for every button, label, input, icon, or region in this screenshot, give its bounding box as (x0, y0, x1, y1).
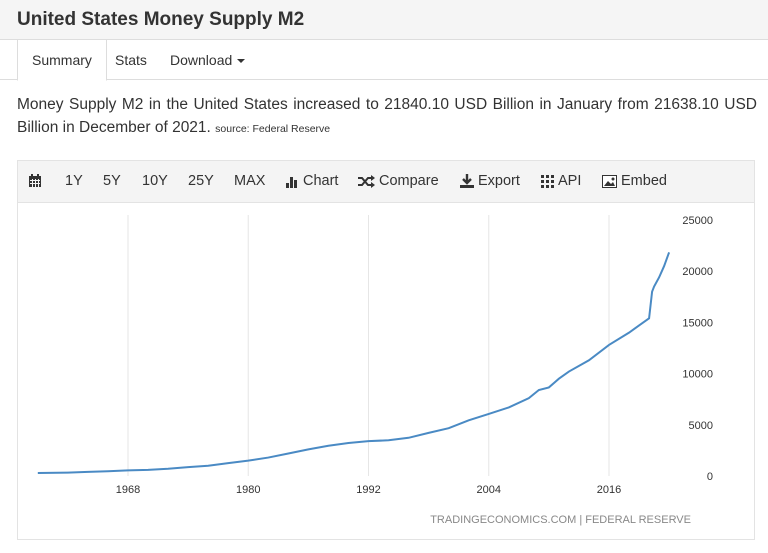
download-icon (460, 174, 474, 188)
embed-button[interactable]: Embed (602, 173, 667, 189)
chart-button-label: Chart (303, 173, 339, 189)
y-tick-label: 0 (707, 471, 713, 483)
summary-text: Money Supply M2 in the United States inc… (17, 93, 757, 141)
range-25y-button[interactable]: 25Y (188, 173, 214, 189)
compare-button[interactable]: Compare (358, 173, 439, 189)
chart-panel: 1Y 5Y 10Y 25Y MAX Chart Compare Export A… (17, 160, 755, 540)
tab-stats[interactable]: Stats (115, 52, 147, 68)
tab-summary[interactable]: Summary (17, 40, 107, 81)
compare-button-label: Compare (379, 173, 439, 189)
chart-credit: TRADINGECONOMICS.COM | FEDERAL RESERVE (430, 514, 691, 526)
page-header: United States Money Supply M2 (0, 0, 768, 40)
x-tick-label: 1980 (236, 484, 260, 496)
page-title: United States Money Supply M2 (17, 9, 305, 30)
x-tick-label: 1992 (356, 484, 380, 496)
y-tick-label: 5000 (689, 420, 713, 432)
export-button[interactable]: Export (460, 173, 520, 189)
y-tick-label: 15000 (682, 317, 713, 329)
chart-toolbar: 1Y 5Y 10Y 25Y MAX Chart Compare Export A… (18, 161, 754, 203)
series-line (37, 251, 671, 475)
x-tick-label: 2004 (477, 484, 501, 496)
range-1y-button[interactable]: 1Y (65, 173, 83, 189)
image-icon (602, 174, 617, 188)
y-tick-label: 10000 (682, 369, 713, 381)
x-tick-label: 1968 (116, 484, 140, 496)
embed-button-label: Embed (621, 173, 667, 189)
shuffle-icon (358, 174, 375, 188)
grid-icon (541, 174, 554, 188)
tab-bar: Summary Stats Download (0, 40, 768, 81)
line-chart: 1968 1980 1992 2004 2016 0 5000 10000 15000 20000… (37, 215, 713, 526)
api-button-label: API (558, 173, 582, 189)
source-label: source: Federal Reserve (215, 123, 331, 135)
tab-download-label: Download (170, 52, 233, 68)
summary-sentence: Money Supply M2 in the United States inc… (17, 96, 757, 136)
y-tick-label: 25000 (682, 215, 713, 227)
range-10y-button[interactable]: 10Y (142, 173, 168, 189)
range-max-button[interactable]: MAX (234, 173, 266, 189)
export-button-label: Export (478, 173, 520, 189)
api-button[interactable]: API (541, 173, 581, 189)
chart-button[interactable]: Chart (286, 173, 338, 189)
x-tick-label: 2016 (597, 484, 621, 496)
tab-download[interactable]: Download (156, 40, 259, 80)
range-5y-button[interactable]: 5Y (103, 173, 121, 189)
caret-down-icon (237, 59, 246, 64)
y-tick-label: 20000 (682, 266, 713, 278)
bar-chart-icon (286, 176, 297, 188)
calendar-icon[interactable] (28, 174, 42, 188)
